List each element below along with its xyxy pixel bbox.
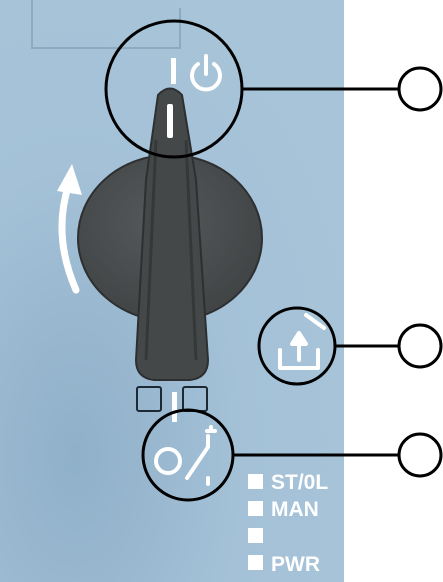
status-led-st0l <box>248 474 263 489</box>
callout-marker-2 <box>397 323 443 369</box>
status-led-man <box>248 501 263 516</box>
rotary-knob[interactable] <box>77 87 263 381</box>
curved-arrow-head <box>57 164 82 195</box>
knob-handle-ridge-right <box>184 139 198 361</box>
small-button-left[interactable] <box>136 386 162 412</box>
status-led-pwr <box>248 555 263 570</box>
callout-marker-3 <box>397 432 443 478</box>
knob-handle-ridge-left <box>144 139 158 361</box>
position-mark-top <box>171 58 176 84</box>
curved-arrow-icon <box>58 180 80 294</box>
switch-contact-icon <box>154 425 217 486</box>
knob-indicator-line <box>167 104 173 138</box>
status-led-list: ST/0L MAN PWR <box>248 471 328 576</box>
status-led-unlabeled <box>248 528 263 543</box>
status-label-st0l: ST/0L <box>271 471 328 494</box>
callout-marker-1 <box>397 66 443 112</box>
panel-top-recess <box>31 0 181 49</box>
status-label-pwr: PWR <box>271 553 320 576</box>
power-icon <box>190 54 222 92</box>
position-mark-bottom <box>172 392 177 422</box>
reset-up-arrow-icon <box>278 313 326 370</box>
status-label-man: MAN <box>271 498 319 521</box>
